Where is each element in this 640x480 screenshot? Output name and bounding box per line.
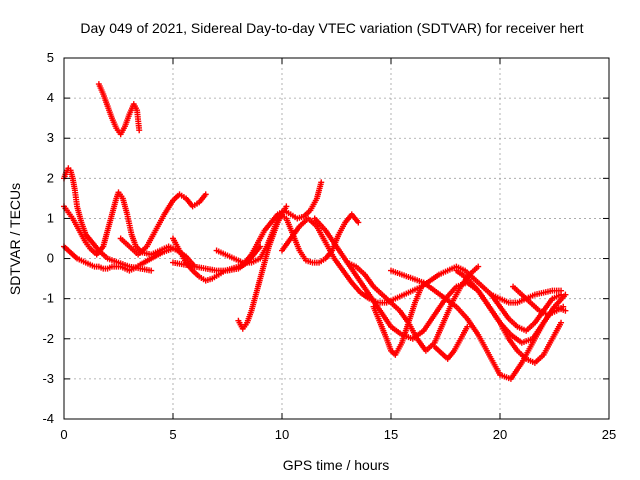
data-point <box>558 291 565 298</box>
y-tick-label: 3 <box>47 130 54 145</box>
data-point <box>355 219 362 226</box>
data-point <box>148 267 155 274</box>
data-point <box>283 203 290 210</box>
x-tick-label: 15 <box>384 427 398 442</box>
y-tick-label: -3 <box>42 371 54 386</box>
data-point <box>318 179 325 186</box>
data-point <box>562 307 569 314</box>
y-tick-label: -1 <box>42 291 54 306</box>
plot-frame <box>63 57 610 420</box>
y-tick-label: -4 <box>42 411 54 426</box>
y-tick-label: 5 <box>47 50 54 65</box>
x-axis-label: GPS time / hours <box>283 457 390 473</box>
y-tick-label: 4 <box>47 90 54 105</box>
data-point <box>464 323 471 330</box>
y-tick-label: 0 <box>47 251 54 266</box>
chart-title: Day 049 of 2021, Sidereal Day-to-day VTE… <box>80 20 583 36</box>
y-tick-label: -2 <box>42 331 54 346</box>
data-point <box>136 127 143 134</box>
x-tick-label: 0 <box>60 427 67 442</box>
data-point <box>202 191 209 198</box>
x-tick-label: 25 <box>602 427 616 442</box>
y-tick-label: 1 <box>47 210 54 225</box>
x-tick-label: 20 <box>493 427 507 442</box>
data-point <box>560 303 567 310</box>
x-tick-label: 10 <box>275 427 289 442</box>
x-tick-label: 5 <box>169 427 176 442</box>
data-point <box>257 243 264 250</box>
data-point <box>475 263 482 270</box>
data-points <box>61 81 569 382</box>
y-axis-ticks: -4 -3 -2 -1 0 1 2 3 4 5 <box>42 50 609 426</box>
data-point <box>558 319 565 326</box>
x-axis-ticks: 0 5 10 15 20 25 <box>60 58 616 442</box>
y-axis-label: SDTVAR / TECUs <box>7 183 23 295</box>
y-tick-label: 2 <box>47 170 54 185</box>
